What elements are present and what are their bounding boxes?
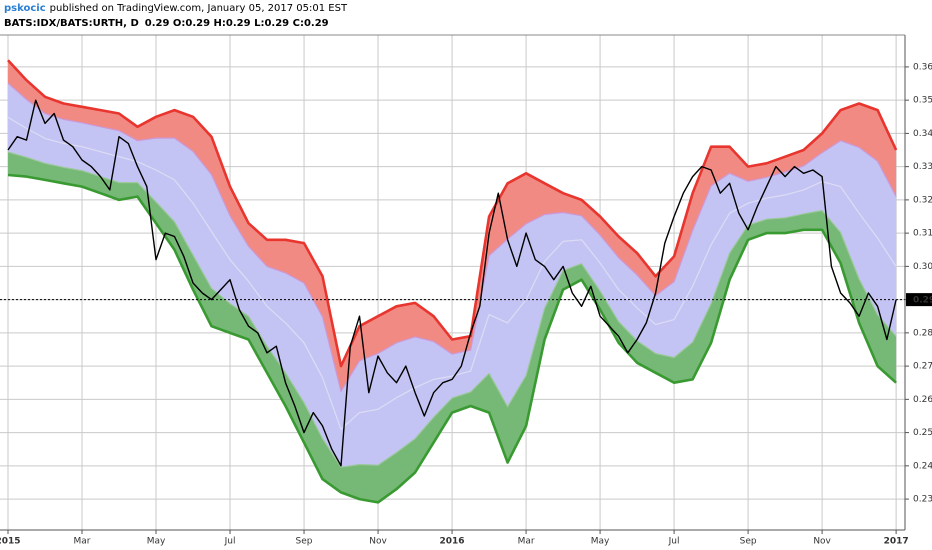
price-line — [7, 99, 897, 467]
band-fill — [8, 83, 897, 430]
x-tick-label: Nov — [369, 537, 387, 547]
symbol-line: BATS:IDX/BATS:URTH, D 0.29 O:0.29 H:0.29 … — [4, 18, 329, 29]
x-tick-label: Mar — [518, 537, 535, 547]
band-line — [7, 116, 897, 430]
x-tick-label: Jul — [224, 537, 236, 547]
x-tick-label: Sep — [740, 537, 757, 547]
y-tick-label: 0.27 — [913, 362, 932, 372]
axes: 0.23 0.24 0.25 0.26 0.27 0.28 0.29 0.30 0.31 0.32… — [0, 34, 932, 547]
x-tick-label: May — [591, 537, 610, 547]
y-tick-label: 0.30 — [913, 262, 932, 272]
band-fill — [8, 152, 897, 503]
x-tick-label: Mar — [74, 537, 91, 547]
last-price-label: 0.29 — [913, 296, 932, 306]
plot-area — [0, 59, 905, 504]
last-price-box — [906, 293, 932, 307]
x-tick-label: 2015 — [0, 537, 21, 547]
y-tick-label: 0.24 — [913, 461, 932, 471]
band-line — [7, 59, 898, 368]
y-tick-label: 0.36 — [913, 62, 932, 72]
author: pskocic published on TradingView.com, Jan… — [4, 3, 348, 14]
quote: 0.29 O:0.29 H:0.29 L:0.29 C:0.29 — [145, 18, 329, 29]
y-tick-label: 0.25 — [913, 428, 932, 438]
symbol: BATS:IDX/BATS:URTH, D — [4, 18, 139, 29]
y-tick-label: 0.33 — [913, 162, 932, 172]
x-tick-label: 2017 — [884, 537, 909, 547]
y-tick-label: 0.23 — [913, 495, 932, 505]
band-line — [7, 173, 897, 504]
published: published on TradingView.com, January 05… — [50, 3, 348, 14]
band-line — [7, 151, 897, 468]
x-tick-label: Nov — [813, 537, 831, 547]
x-tick-label: Sep — [296, 537, 313, 547]
y-tick-label: 0.35 — [913, 96, 932, 106]
x-tick-label: 2016 — [440, 537, 465, 547]
band-fill — [8, 117, 897, 468]
y-tick-label: 0.31 — [913, 229, 932, 239]
y-tick-label: 0.28 — [913, 328, 932, 338]
x-tick-label: Jul — [668, 537, 680, 547]
y-tick-label: 0.26 — [913, 395, 932, 405]
author-name: pskocic — [4, 3, 46, 14]
y-tick-label: 0.32 — [913, 195, 932, 205]
x-tick-label: May — [147, 537, 166, 547]
y-tick-label: 0.34 — [913, 129, 932, 139]
band-line — [7, 82, 897, 392]
